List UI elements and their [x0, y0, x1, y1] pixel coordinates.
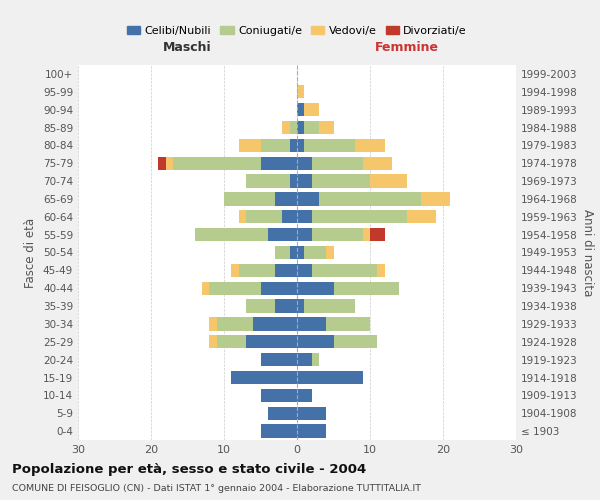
- Bar: [311, 210, 407, 224]
- Bar: [297, 388, 311, 402]
- Bar: [304, 103, 319, 117]
- Bar: [253, 317, 297, 330]
- Text: Popolazione per età, sesso e stato civile - 2004: Popolazione per età, sesso e stato civil…: [12, 462, 366, 475]
- Bar: [260, 138, 290, 152]
- Y-axis label: Fasce di età: Fasce di età: [25, 218, 37, 288]
- Bar: [209, 317, 217, 330]
- Bar: [202, 282, 209, 295]
- Bar: [246, 300, 275, 313]
- Bar: [275, 300, 297, 313]
- Bar: [290, 246, 297, 259]
- Bar: [268, 406, 297, 420]
- Bar: [290, 174, 297, 188]
- Bar: [304, 121, 319, 134]
- Bar: [283, 210, 297, 224]
- Bar: [297, 246, 304, 259]
- Bar: [334, 282, 399, 295]
- Bar: [355, 138, 385, 152]
- Bar: [283, 121, 290, 134]
- Bar: [260, 353, 297, 366]
- Bar: [297, 228, 311, 241]
- Bar: [260, 282, 297, 295]
- Bar: [297, 192, 319, 205]
- Bar: [260, 388, 297, 402]
- Bar: [209, 335, 217, 348]
- Bar: [239, 264, 275, 277]
- Bar: [297, 353, 311, 366]
- Bar: [362, 228, 370, 241]
- Bar: [407, 210, 436, 224]
- Bar: [166, 156, 173, 170]
- Bar: [334, 335, 377, 348]
- Legend: Celibi/Nubili, Coniugati/e, Vedovi/e, Divorziati/e: Celibi/Nubili, Coniugati/e, Vedovi/e, Di…: [122, 22, 472, 40]
- Bar: [239, 138, 260, 152]
- Bar: [311, 156, 363, 170]
- Bar: [275, 246, 290, 259]
- Bar: [232, 371, 297, 384]
- Bar: [362, 156, 392, 170]
- Bar: [297, 264, 311, 277]
- Bar: [217, 317, 253, 330]
- Bar: [275, 192, 297, 205]
- Bar: [232, 264, 239, 277]
- Bar: [260, 156, 297, 170]
- Bar: [158, 156, 166, 170]
- Text: Femmine: Femmine: [374, 42, 439, 54]
- Bar: [370, 174, 407, 188]
- Bar: [297, 156, 311, 170]
- Bar: [319, 192, 421, 205]
- Bar: [297, 138, 304, 152]
- Bar: [275, 264, 297, 277]
- Bar: [297, 406, 326, 420]
- Text: Maschi: Maschi: [163, 42, 212, 54]
- Bar: [246, 210, 283, 224]
- Bar: [304, 246, 326, 259]
- Text: COMUNE DI FEISOGLIO (CN) - Dati ISTAT 1° gennaio 2004 - Elaborazione TUTTITALIA.: COMUNE DI FEISOGLIO (CN) - Dati ISTAT 1°…: [12, 484, 421, 493]
- Bar: [304, 300, 355, 313]
- Bar: [246, 335, 297, 348]
- Bar: [297, 121, 304, 134]
- Bar: [311, 264, 377, 277]
- Bar: [217, 335, 246, 348]
- Bar: [297, 335, 334, 348]
- Bar: [297, 174, 311, 188]
- Bar: [297, 371, 362, 384]
- Bar: [290, 138, 297, 152]
- Bar: [370, 228, 385, 241]
- Bar: [290, 121, 297, 134]
- Bar: [297, 424, 326, 438]
- Bar: [311, 174, 370, 188]
- Bar: [297, 85, 304, 98]
- Bar: [297, 317, 326, 330]
- Bar: [297, 210, 311, 224]
- Bar: [326, 317, 370, 330]
- Bar: [260, 424, 297, 438]
- Bar: [239, 210, 246, 224]
- Bar: [421, 192, 450, 205]
- Bar: [326, 246, 334, 259]
- Bar: [297, 300, 304, 313]
- Bar: [268, 228, 297, 241]
- Bar: [297, 282, 334, 295]
- Bar: [297, 103, 304, 117]
- Bar: [311, 353, 319, 366]
- Bar: [173, 156, 260, 170]
- Bar: [246, 174, 290, 188]
- Y-axis label: Anni di nascita: Anni di nascita: [581, 209, 594, 296]
- Bar: [377, 264, 385, 277]
- Bar: [304, 138, 355, 152]
- Bar: [209, 282, 260, 295]
- Bar: [195, 228, 268, 241]
- Bar: [311, 228, 363, 241]
- Bar: [319, 121, 334, 134]
- Bar: [224, 192, 275, 205]
